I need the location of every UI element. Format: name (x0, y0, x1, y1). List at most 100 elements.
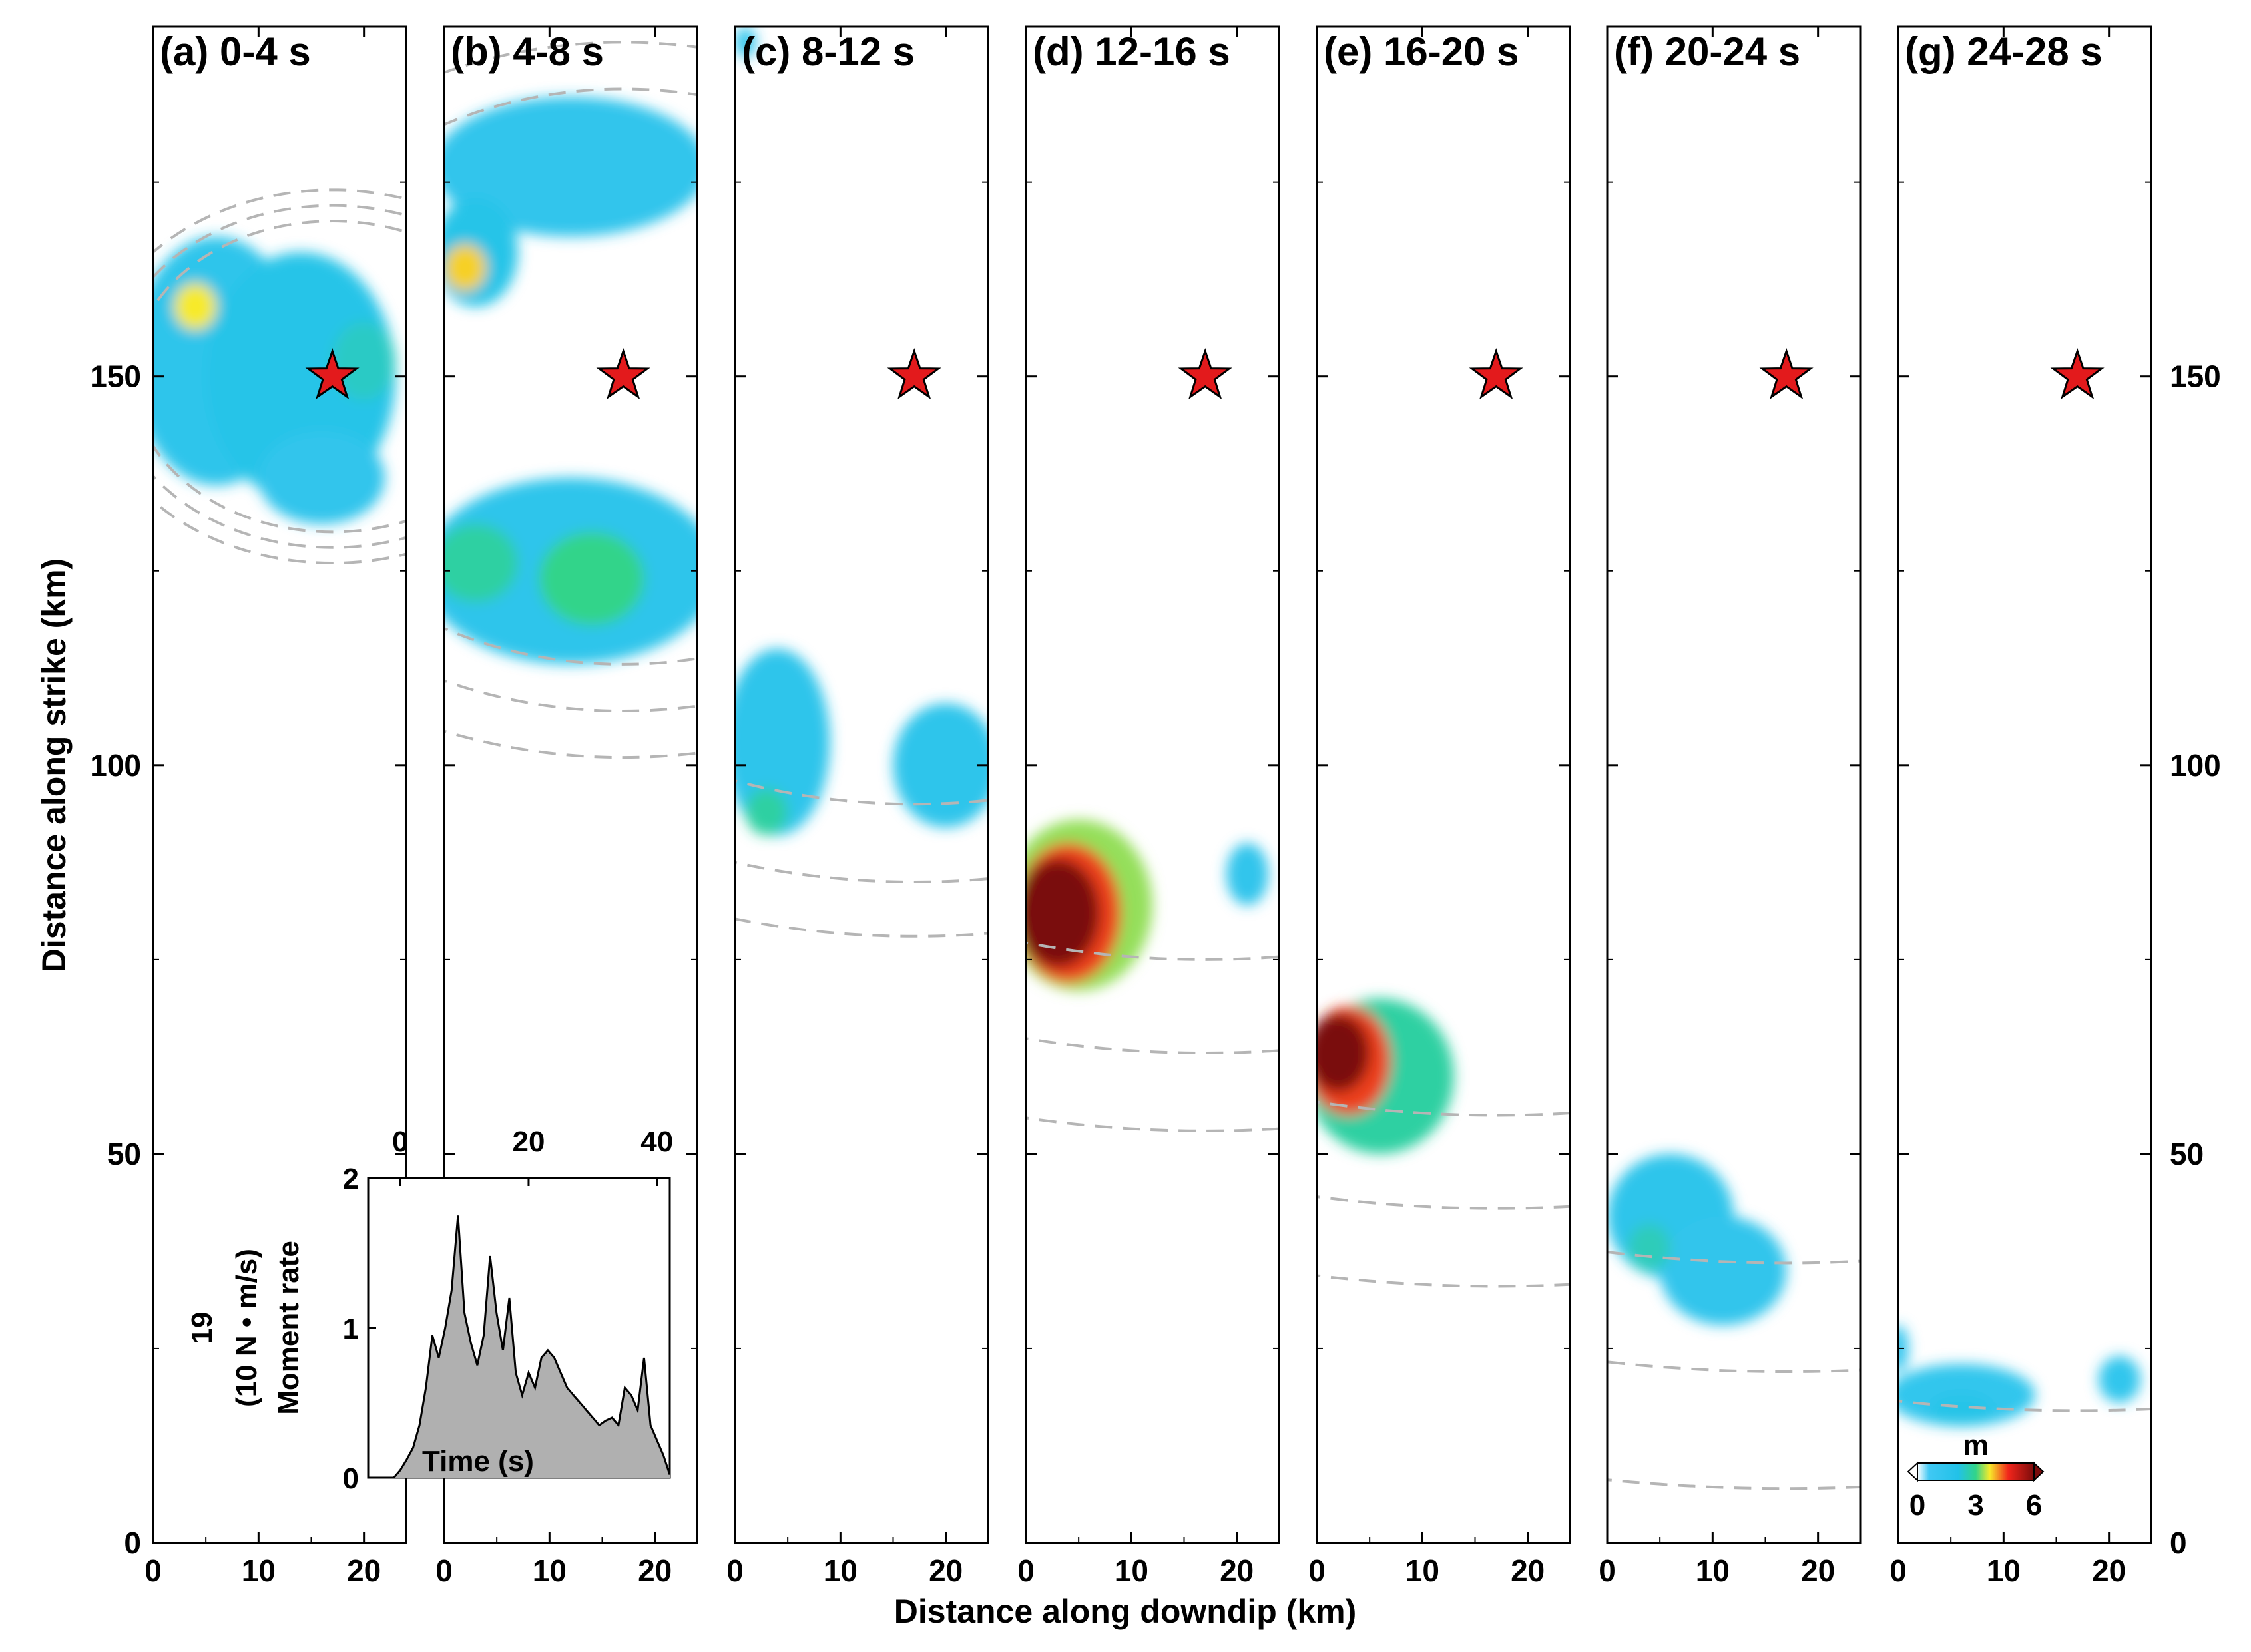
y-tick-label-left: 0 (124, 1526, 141, 1560)
colorbar-unit-label: m (1963, 1429, 1989, 1462)
inset-x-tick-label: 0 (392, 1126, 408, 1158)
colorbar-low-arrow-icon (1907, 1461, 1918, 1482)
slip-patch-4 (332, 321, 396, 400)
x-tick-label: 10 (1696, 1553, 1730, 1588)
x-tick-label: 20 (1511, 1553, 1545, 1588)
x-tick-label: 20 (2092, 1553, 2126, 1588)
panel-a: (a) 0-4 s0 10 20 (144, 25, 407, 1588)
panel-d: (d) 12-16 s0 10 20 (1017, 25, 1280, 1588)
colorbar-ramp (1917, 1462, 2035, 1481)
slip-map (735, 27, 988, 938)
slip-patch-2 (1317, 1014, 1370, 1092)
inset-y-axis-title-line: Moment rate (272, 1241, 305, 1415)
slip-patch-2 (2098, 1356, 2141, 1403)
slip-patch-1 (893, 703, 988, 828)
panel-background (1026, 27, 1279, 1543)
y-tick-label-right: 150 (2170, 359, 2221, 394)
slip-map (444, 41, 697, 759)
panel-frame (443, 25, 698, 1544)
rupture-front-2 (153, 188, 406, 564)
panel-c: (c) 8-12 s 0 10 20 (726, 25, 989, 1588)
x-tick-label: 10 (533, 1553, 567, 1588)
x-tick-label: 10 (824, 1553, 858, 1588)
inset-y-tick-label: 2 (343, 1163, 359, 1195)
x-tick-label: 0 (726, 1553, 744, 1588)
slip-patches (1317, 998, 1454, 1154)
panel-label: (c) 8-12 s (742, 29, 915, 74)
slip-patch-2 (745, 788, 788, 835)
slip-colorbar: m 0 3 6 (1907, 1429, 2045, 1522)
y-tick-label-right: 50 (2170, 1137, 2204, 1171)
x-tick-label: 20 (347, 1553, 381, 1588)
panel-label: (b) 4-8 s (451, 29, 604, 74)
y-tick-label-left: 100 (90, 748, 141, 783)
panel-label: (e) 16-20 s (1324, 29, 1519, 74)
x-tick-label: 10 (1987, 1553, 2021, 1588)
slip-patch-2 (444, 244, 487, 292)
hypocenter-star-icon (305, 348, 360, 400)
slip-patch-4 (444, 524, 518, 602)
rupture-front-2 (444, 729, 697, 759)
rupture-front-1 (153, 204, 406, 549)
colorbar-tick-label: 0 (1909, 1489, 1925, 1522)
rupture-front-0 (444, 87, 697, 666)
rupture-front-0 (735, 779, 988, 806)
slip-map (1607, 1153, 1860, 1490)
hypocenter-star-icon (1759, 348, 1814, 400)
slip-patches (153, 236, 396, 524)
slip-patch-1 (1660, 1216, 1787, 1325)
x-tick-label: 0 (1889, 1553, 1907, 1588)
x-tick-label: 0 (1599, 1553, 1616, 1588)
slip-map (153, 188, 406, 564)
inset-y-axis-title-line: (10 N • m/s) (230, 1249, 263, 1407)
slip-map (1317, 998, 1570, 1288)
hypocenter-star-icon (887, 348, 941, 400)
x-tick-label: 0 (435, 1553, 453, 1588)
panel-g: (g) 24-28 s0 10 20 (1889, 25, 2152, 1588)
inset-y-tick-label: 0 (343, 1462, 359, 1495)
hypocenter-star-icon (2050, 348, 2105, 400)
hypocenter-star-icon (596, 348, 650, 400)
inset-y-axis-title-line: 19 (186, 1312, 218, 1344)
rupture-front-1 (444, 41, 697, 712)
panel-f: (f) 20-24 s 0 10 20 (1599, 25, 1862, 1588)
y-tick-label-right: 0 (2170, 1526, 2187, 1560)
colorbar-tick-label: 3 (1967, 1489, 1983, 1522)
x-tick-label: 10 (1405, 1553, 1439, 1588)
slip-patch-1 (1929, 1395, 1993, 1426)
x-tick-label: 0 (1308, 1553, 1326, 1588)
x-tick-label: 20 (1801, 1553, 1835, 1588)
slip-patches (1607, 1153, 1787, 1325)
slip-patch-0 (735, 648, 830, 835)
y-axis-title: Distance along strike (km) (35, 558, 73, 972)
inset-x-axis-title: Time (s) (422, 1445, 534, 1478)
panel-background (1898, 27, 2151, 1543)
panel-label: (f) 20-24 s (1614, 29, 1800, 74)
x-tick-label: 0 (144, 1553, 162, 1588)
rupture-front-0 (1607, 1250, 1860, 1265)
panel-frame (1897, 25, 2152, 1544)
slip-patch-0 (444, 97, 697, 237)
y-tick-label-left: 50 (107, 1137, 141, 1171)
panel-e: (e) 16-20 s 0 10 20 (1308, 25, 1571, 1588)
inset-y-tick-label: 1 (343, 1313, 359, 1345)
moment-rate-line (368, 1215, 671, 1479)
hypocenter-star-icon (1469, 348, 1523, 400)
slip-patch-3 (258, 431, 385, 524)
panel-frame (734, 25, 989, 1544)
slip-patches (735, 27, 988, 835)
x-tick-label: 20 (638, 1553, 672, 1588)
colorbar-tick-label: 6 (2026, 1489, 2042, 1522)
x-tick-label: 10 (1115, 1553, 1148, 1588)
slip-patch-2 (1628, 1224, 1670, 1271)
x-tick-label: 20 (929, 1553, 963, 1588)
panel-frame (152, 25, 407, 1544)
colorbar-high-arrow-icon (2033, 1461, 2045, 1482)
x-tick-label: 20 (1220, 1553, 1254, 1588)
x-tick-label: 0 (1017, 1553, 1035, 1588)
panel-frame (1606, 25, 1862, 1544)
moment-rate-area (368, 1215, 670, 1478)
panel-label: (a) 0-4 s (160, 29, 311, 74)
